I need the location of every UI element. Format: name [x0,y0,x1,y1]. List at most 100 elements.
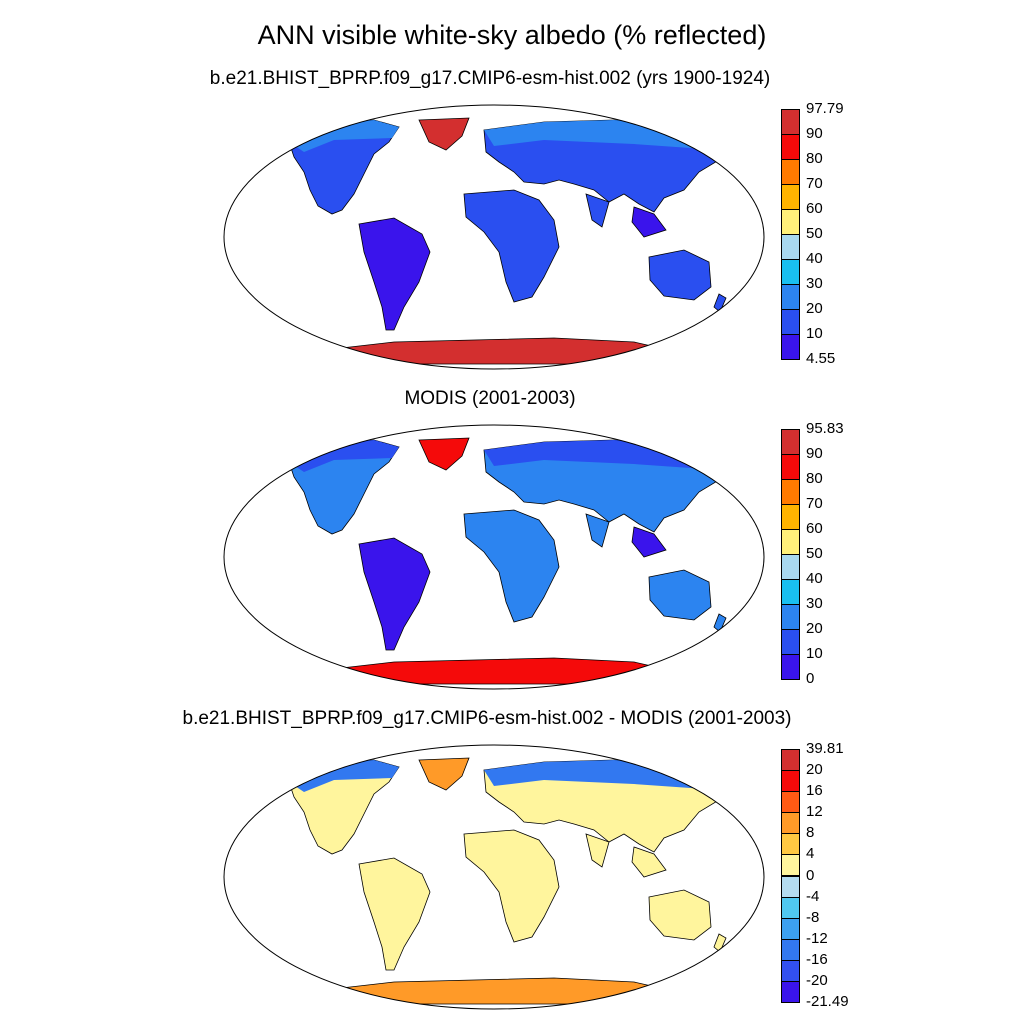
india-land [585,833,610,868]
panel-2-title: MODIS (2001-2003) [404,388,576,409]
south-america-land [358,217,431,331]
colorbar-box [781,234,800,260]
colorbar-label: -16 [806,950,828,968]
colorbar-box [781,770,800,793]
panel-1-map [223,104,765,370]
greenland-ice [418,757,470,791]
colorbar-box [781,134,800,160]
panel-3-title: b.e21.BHIST_BPRP.f09_g17.CMIP6-esm-hist.… [182,708,792,729]
colorbar-label: -20 [806,971,828,989]
antarctica-ice [323,337,670,365]
colorbar-box [781,109,800,135]
se-asia-land [631,526,667,558]
colorbar-box [781,504,800,530]
colorbar-label: -12 [806,929,828,947]
colorbar-box [781,938,800,961]
africa-land [463,509,560,623]
colorbar-label: 50 [806,545,823,562]
australia-land [648,249,712,301]
panel-3-colorbar [781,749,800,1003]
colorbar-label: 20 [806,300,823,317]
colorbar-box [781,604,800,630]
colorbar-box [781,959,800,982]
africa-land [463,829,560,943]
colorbar-box [781,791,800,814]
colorbar-label: 50 [806,225,823,242]
panel-2-map [223,424,765,690]
colorbar-box [781,259,800,285]
antarctica-ice [323,977,670,1005]
map-border [223,104,765,370]
greenland-ice [418,437,470,471]
colorbar-box [781,917,800,940]
colorbar-box [781,529,800,555]
colorbar-label: -21.49 [806,993,849,1010]
colorbar-box [781,812,800,835]
panel-1-title: b.e21.BHIST_BPRP.f09_g17.CMIP6-esm-hist.… [209,68,771,89]
colorbar-box [781,875,800,898]
india-land [585,193,610,228]
colorbar-box [781,209,800,235]
colorbar-label: 20 [806,620,823,637]
colorbar-box [781,833,800,856]
antarctica-ice [323,657,670,685]
colorbar-label: 95.83 [806,420,844,437]
colorbar-box [781,629,800,655]
colorbar-box [781,554,800,580]
colorbar-label: 40 [806,250,823,267]
colorbar-label: 30 [806,595,823,612]
colorbar-label: -4 [806,887,820,905]
panel-2-colorbar [781,429,800,680]
colorbar-label: 0 [806,866,815,884]
colorbar-label: 60 [806,520,823,537]
south-america-land [358,857,431,971]
colorbar-box [781,454,800,480]
colorbar-label: 0 [806,670,815,687]
colorbar-label: 80 [806,470,823,487]
colorbar-label: 10 [806,325,823,342]
colorbar-label: 30 [806,275,823,292]
colorbar-box [781,309,800,335]
colorbar-label: 97.79 [806,100,844,117]
figure-title: ANN visible white-sky albedo (% reflecte… [257,20,767,50]
colorbar-label: 10 [806,645,823,662]
india-land [585,513,610,548]
colorbar-label: -8 [806,908,820,926]
colorbar-label: 70 [806,495,823,512]
panel-1-colorbar [781,109,800,360]
colorbar-box [781,479,800,505]
panel-3-map [223,744,765,1010]
colorbar-label: 16 [806,782,823,800]
australia-land [648,889,712,941]
colorbar-box [781,980,800,1003]
colorbar-label: 39.81 [806,740,844,757]
se-asia-land [631,846,667,878]
colorbar-box [781,854,800,877]
greenland-ice [418,117,470,151]
colorbar-box [781,749,800,772]
colorbar-label: 12 [806,803,823,821]
colorbar-box [781,334,800,360]
colorbar-label: 40 [806,570,823,587]
south-america-land [358,537,431,651]
colorbar-label: 4 [806,845,815,863]
colorbar-box [781,184,800,210]
se-asia-land [631,206,667,238]
colorbar-label: 80 [806,150,823,167]
colorbar-box [781,159,800,185]
australia-land [648,569,712,621]
colorbar-box [781,284,800,310]
colorbar-box [781,429,800,455]
map-border [223,424,765,690]
colorbar-label: 20 [806,761,823,779]
colorbar-label: 90 [806,125,823,142]
colorbar-label: 60 [806,200,823,217]
colorbar-box [781,896,800,919]
map-border [223,744,765,1010]
colorbar-label: 70 [806,175,823,192]
colorbar-label: 4.55 [806,350,836,367]
africa-land [463,189,560,303]
colorbar-label: 8 [806,824,815,842]
colorbar-box [781,579,800,605]
colorbar-box [781,654,800,680]
